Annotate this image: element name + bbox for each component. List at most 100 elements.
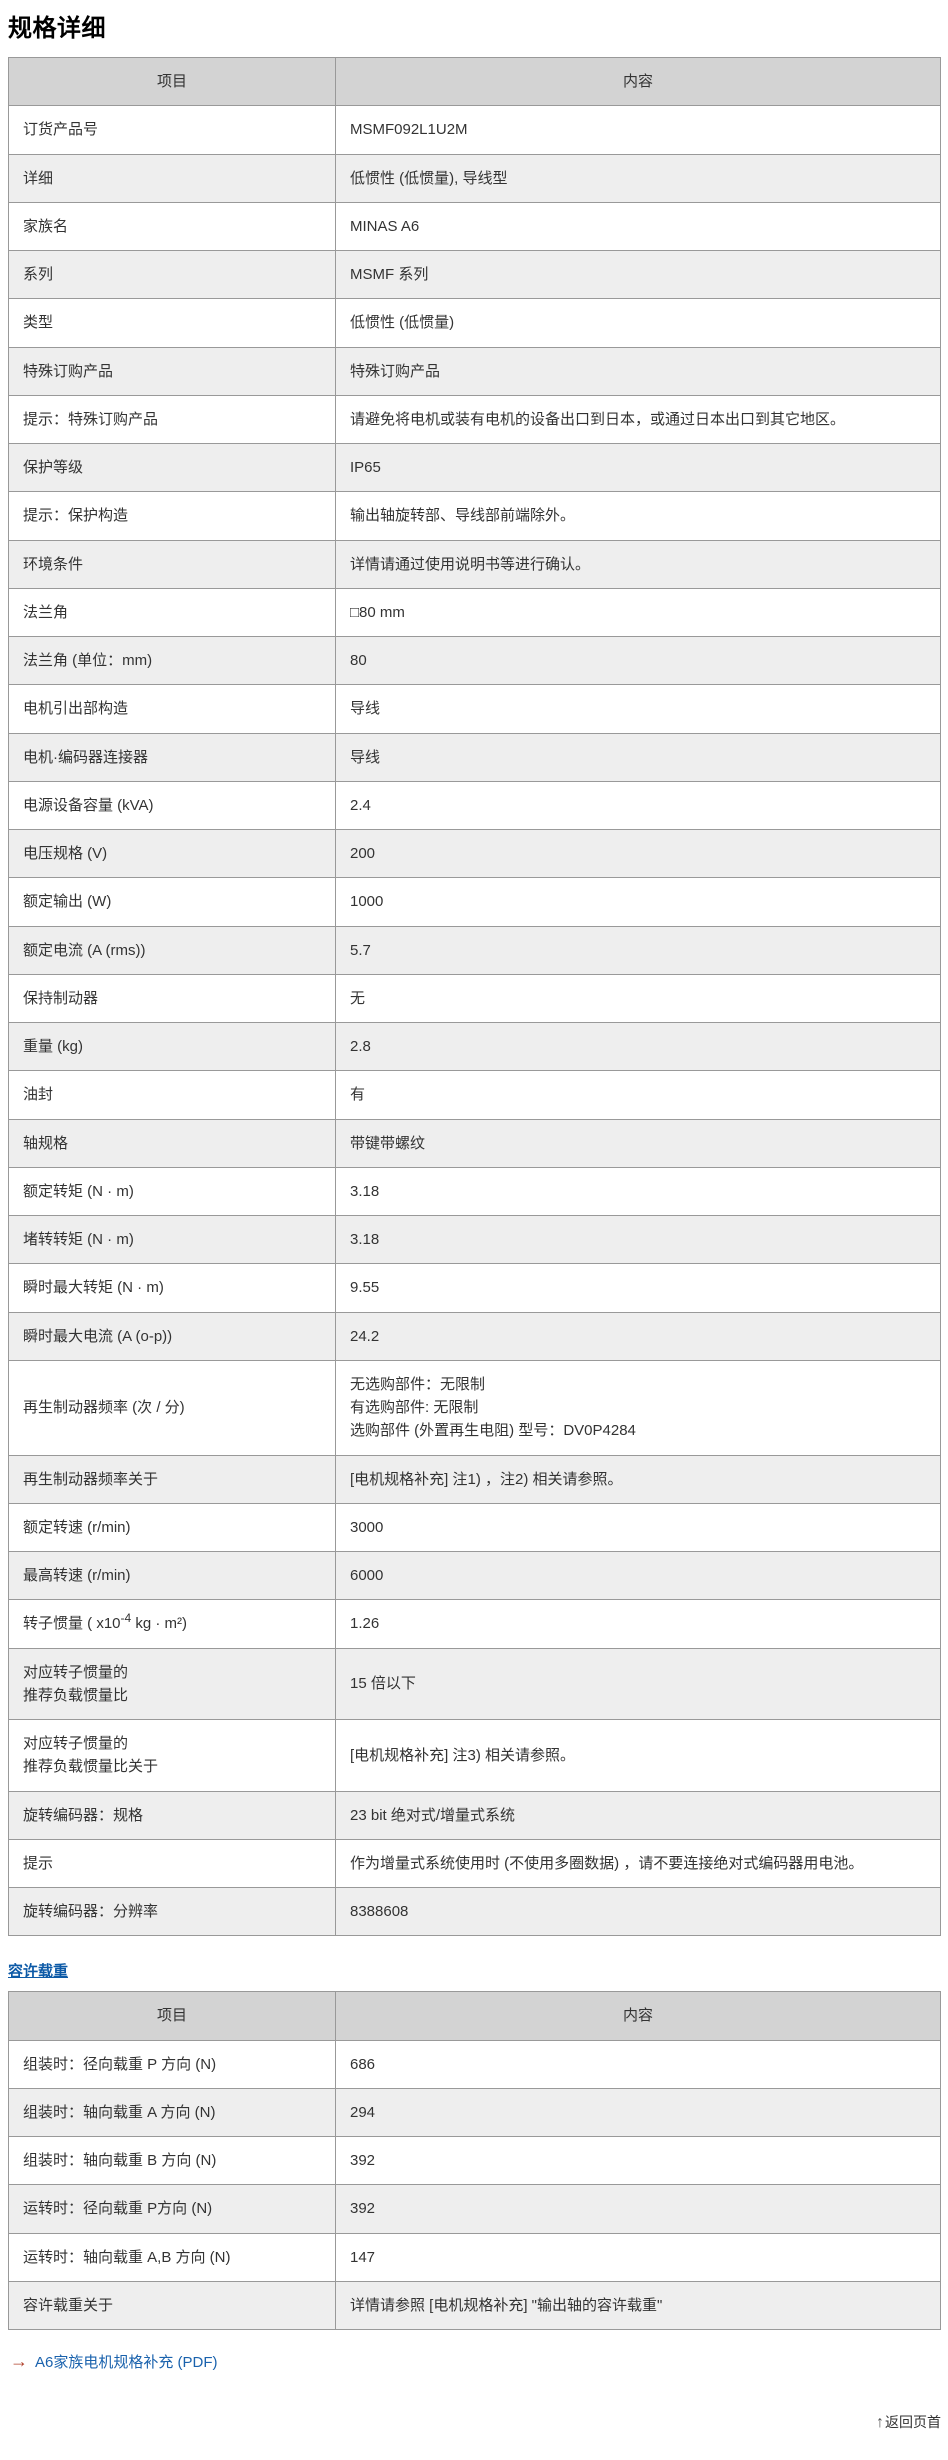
back-to-top-link[interactable]: ↑返回页首 xyxy=(876,2414,941,2431)
row-label: 家族名 xyxy=(8,201,336,252)
row-label: 轴规格 xyxy=(8,1118,336,1168)
back-to-top-row: ↑返回页首 xyxy=(8,2412,941,2460)
row-value: 3000 xyxy=(335,1502,941,1553)
table-row: 对应转子惯量的 推荐负载惯量比 15 倍以下 xyxy=(8,1647,941,1720)
row-value: 特殊订购产品 xyxy=(335,346,941,396)
table-row: 电压规格 (V) 200 xyxy=(8,828,941,879)
row-value: 8388608 xyxy=(335,1886,941,1937)
table-row: 保持制动器无 xyxy=(8,973,941,1024)
row-value: 导线 xyxy=(335,732,941,782)
table-row: 最高转速 (r/min) 6000 xyxy=(8,1550,941,1601)
table-row: 重量 (kg) 2.8 xyxy=(8,1021,941,1072)
row-label: 电机·编码器连接器 xyxy=(8,732,336,782)
row-label: 环境条件 xyxy=(8,539,336,589)
row-value: 输出轴旋转部、导线部前端除外。 xyxy=(335,491,941,541)
table-row: 运转时：径向载重 P方向 (N) 392 xyxy=(8,2184,941,2234)
table-row: 对应转子惯量的 推荐负载惯量比关于 [电机规格补充] 注3) 相关请参照。 xyxy=(8,1719,941,1792)
row-label: 再生制动器频率 (次 / 分) xyxy=(8,1359,336,1456)
table-row: 电源设备容量 (kVA) 2.4 xyxy=(8,780,941,831)
row-label: 电机引出部构造 xyxy=(8,684,336,734)
row-value: MSMF 系列 xyxy=(335,249,941,300)
back-to-top-label: 返回页首 xyxy=(885,2414,941,2430)
row-value: □80 mm xyxy=(335,587,941,638)
load-table-header-row: 项目 内容 xyxy=(8,1991,941,2041)
table-row: 瞬时最大转矩 (N · m) 9.55 xyxy=(8,1263,941,1313)
table-row: 旋转编码器：分辨率 8388608 xyxy=(8,1886,941,1937)
row-value: MINAS A6 xyxy=(335,201,941,252)
row-value: 3.18 xyxy=(335,1214,941,1265)
table-row: 旋转编码器：规格 23 bit 绝对式/增量式系统 xyxy=(8,1790,941,1840)
row-label: 最高转速 (r/min) xyxy=(8,1550,336,1601)
row-value: 详情请通过使用说明书等进行确认。 xyxy=(335,539,941,589)
row-value: 147 xyxy=(335,2232,941,2282)
row-label: 旋转编码器：分辨率 xyxy=(8,1886,336,1937)
row-label: 电源设备容量 (kVA) xyxy=(8,780,336,831)
row-value: 2.8 xyxy=(335,1021,941,1072)
table-row: 电机引出部构造 导线 xyxy=(8,684,941,734)
row-value: 作为增量式系统使用时 (不使用多圈数据) ，请不要连接绝对式编码器用电池。 xyxy=(335,1838,941,1889)
row-value: 无 xyxy=(335,973,941,1024)
row-label: 容许载重关于 xyxy=(8,2280,336,2331)
row-value: [电机规格补充] 注1) ，注2) 相关请参照。 xyxy=(335,1454,941,1504)
row-label: 油封 xyxy=(8,1070,336,1120)
pdf-link[interactable]: A6家族电机规格补充 (PDF) xyxy=(35,2354,218,2371)
row-label: 额定转矩 (N · m) xyxy=(8,1166,336,1217)
row-label: 详细 xyxy=(8,153,336,203)
table-row: 电机·编码器连接器 导线 xyxy=(8,732,941,782)
table-row: 再生制动器频率 (次 / 分) 无选购部件：无限制 有选购部件: 无限制 选购部件… xyxy=(8,1359,941,1456)
row-label: 系列 xyxy=(8,249,336,300)
row-value: 200 xyxy=(335,828,941,879)
row-label: 对应转子惯量的 推荐负载惯量比 xyxy=(8,1647,336,1720)
row-label: 保护等级 xyxy=(8,442,336,493)
up-arrow-icon: ↑ xyxy=(876,2414,884,2431)
row-value: 详情请参照 [电机规格补充] "输出轴的容许载重" xyxy=(335,2280,941,2331)
spec-header-content: 内容 xyxy=(335,56,941,107)
table-row: 转子惯量 ( x10-4 kg · m²) 1.26 xyxy=(8,1599,941,1649)
row-label: 额定电流 (A (rms)) xyxy=(8,925,336,975)
table-row: 容许载重关于 详情请参照 [电机规格补充] "输出轴的容许载重" xyxy=(8,2280,941,2331)
pdf-link-row: → A6家族电机规格补充 (PDF) xyxy=(10,2351,941,2372)
table-row: 保护等级 IP65 xyxy=(8,442,941,493)
row-label: 订货产品号 xyxy=(8,105,336,155)
row-value: 23 bit 绝对式/增量式系统 xyxy=(335,1790,941,1840)
load-section-heading[interactable]: 容许载重 xyxy=(8,1963,69,1981)
spec-table-header-row: 项目 内容 xyxy=(8,56,941,107)
row-label: 特殊订购产品 xyxy=(8,346,336,396)
row-label: 瞬时最大转矩 (N · m) xyxy=(8,1263,336,1313)
row-value: 带键带螺纹 xyxy=(335,1118,941,1168)
row-label: 组装时：轴向载重 A 方向 (N) xyxy=(8,2087,336,2138)
row-label: 旋转编码器：规格 xyxy=(8,1790,336,1840)
table-row: 组装时：轴向载重 A 方向 (N) 294 xyxy=(8,2087,941,2138)
row-value: 294 xyxy=(335,2087,941,2138)
table-row: 组装时：径向载重 P 方向 (N) 686 xyxy=(8,2039,941,2089)
row-label: 额定转速 (r/min) xyxy=(8,1502,336,1553)
table-row: 运转时：轴向载重 A,B 方向 (N) 147 xyxy=(8,2232,941,2282)
page-title: 规格详细 xyxy=(8,15,106,42)
row-label: 堵转转矩 (N · m) xyxy=(8,1214,336,1265)
row-label: 组装时：径向载重 P 方向 (N) xyxy=(8,2039,336,2089)
table-row: 轴规格 带键带螺纹 xyxy=(8,1118,941,1168)
table-row: 额定转矩 (N · m) 3.18 xyxy=(8,1166,941,1217)
row-label: 运转时：轴向载重 A,B 方向 (N) xyxy=(8,2232,336,2282)
row-value: 6000 xyxy=(335,1550,941,1601)
table-row: 瞬时最大电流 (A (o-p)) 24.2 xyxy=(8,1311,941,1361)
row-label: 提示：特殊订购产品 xyxy=(8,394,336,445)
table-row: 提示：保护构造 输出轴旋转部、导线部前端除外。 xyxy=(8,491,941,541)
table-row: 法兰角 □80 mm xyxy=(8,587,941,638)
row-value: 请避免将电机或装有电机的设备出口到日本，或通过日本出口到其它地区。 xyxy=(335,394,941,445)
table-row: 额定电流 (A (rms)) 5.7 xyxy=(8,925,941,975)
allowable-load-table: 项目 内容 组装时：径向载重 P 方向 (N) 686 组装时：轴向载重 A 方向 … xyxy=(8,1991,941,2331)
row-value: 24.2 xyxy=(335,1311,941,1361)
row-value: 80 xyxy=(335,635,941,686)
table-row: 再生制动器频率关于 [电机规格补充] 注1) ，注2) 相关请参照。 xyxy=(8,1454,941,1504)
row-value: 1.26 xyxy=(335,1599,941,1649)
row-value: 392 xyxy=(335,2184,941,2234)
table-row: 额定转速 (r/min) 3000 xyxy=(8,1502,941,1553)
row-label: 对应转子惯量的 推荐负载惯量比关于 xyxy=(8,1719,336,1792)
row-value: 有 xyxy=(335,1070,941,1120)
row-label: 类型 xyxy=(8,298,336,348)
row-value: 无选购部件：无限制 有选购部件: 无限制 选购部件 (外置再生电阻) 型号：DV… xyxy=(335,1359,941,1456)
table-row: 家族名 MINAS A6 xyxy=(8,201,941,252)
table-row: 环境条件 详情请通过使用说明书等进行确认。 xyxy=(8,539,941,589)
